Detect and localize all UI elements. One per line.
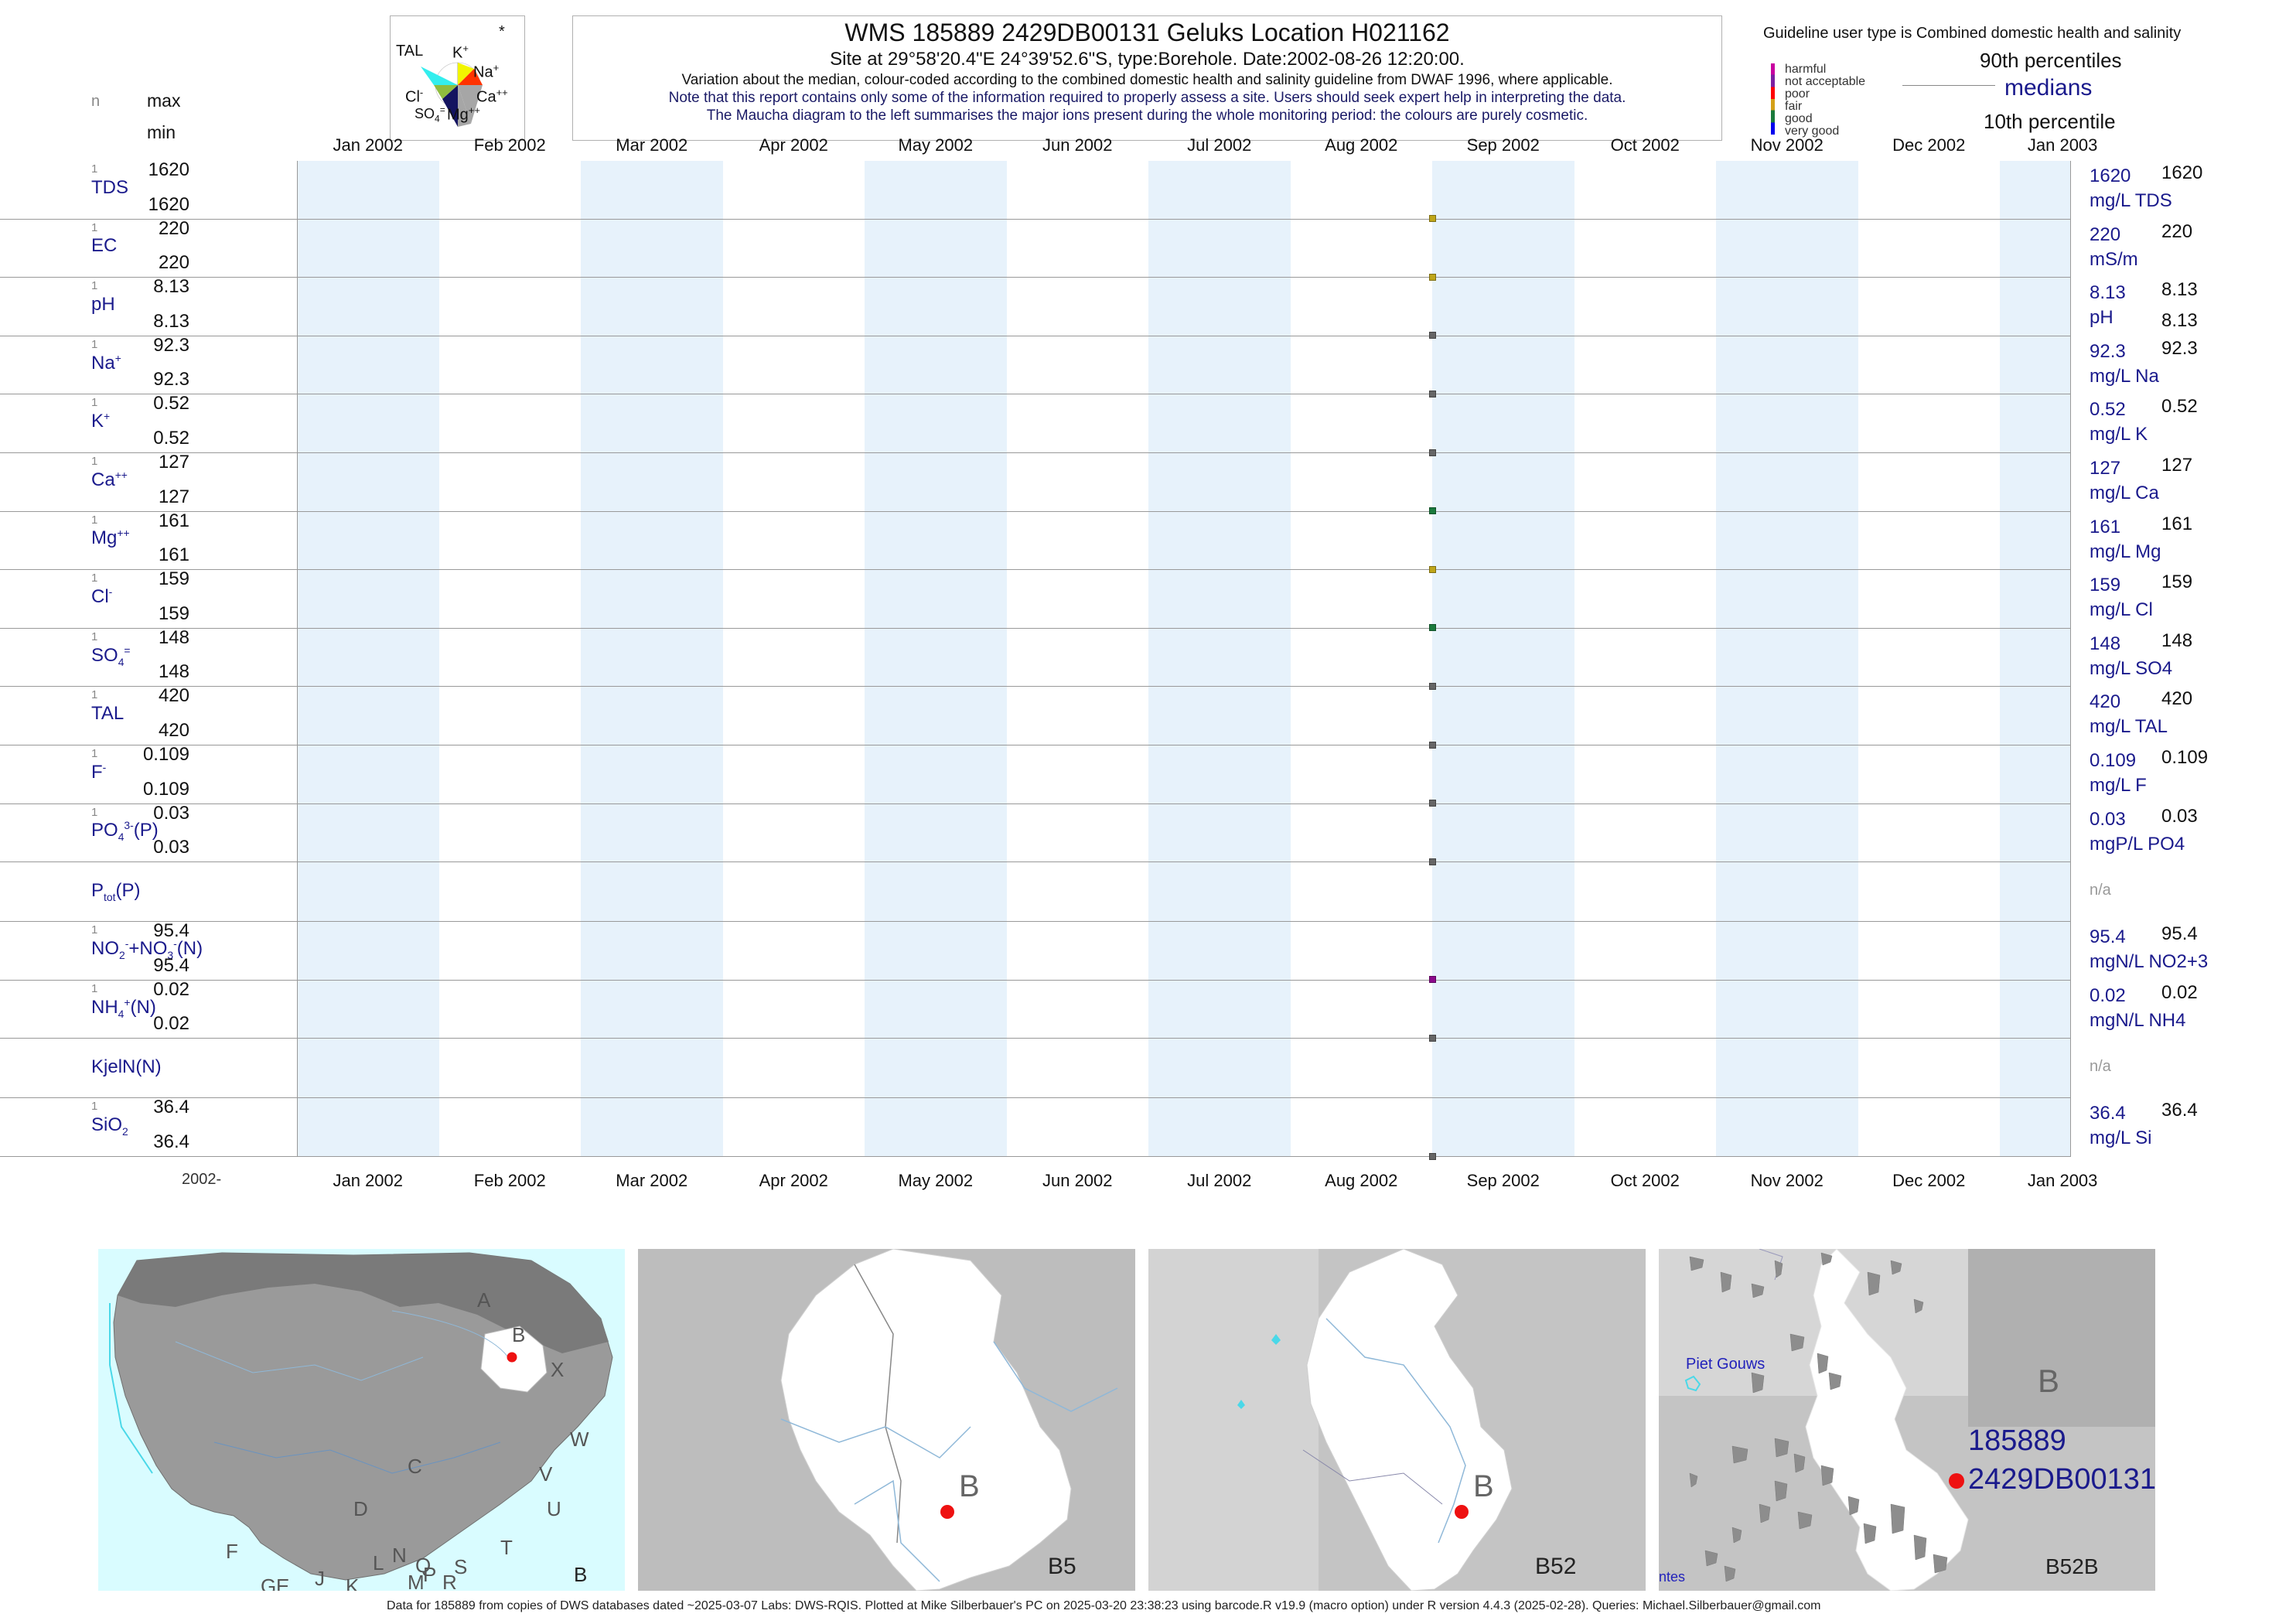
svg-text:B52: B52 (1535, 1554, 1576, 1579)
svg-text:185889: 185889 (1968, 1424, 2066, 1457)
svg-text:U: U (547, 1497, 561, 1520)
svg-text:2429DB00131: 2429DB00131 (1968, 1463, 2155, 1496)
svg-text:K: K (346, 1575, 360, 1591)
svg-text:C: C (408, 1455, 422, 1478)
svg-text:B: B (959, 1469, 980, 1503)
svg-text:V: V (539, 1462, 553, 1486)
svg-text:D: D (353, 1497, 368, 1520)
svg-text:M: M (408, 1571, 425, 1591)
svg-text:A: A (477, 1288, 491, 1312)
svg-text:T: T (500, 1536, 513, 1559)
svg-text:W: W (570, 1428, 589, 1451)
svg-text:H: H (272, 1586, 287, 1591)
svg-text:B: B (2038, 1363, 2059, 1399)
svg-text:L: L (373, 1551, 384, 1575)
svg-text:B5: B5 (1048, 1554, 1076, 1579)
svg-text:R: R (442, 1571, 457, 1591)
svg-text:B: B (574, 1563, 587, 1586)
svg-text:J: J (315, 1567, 325, 1590)
svg-text:X: X (551, 1358, 564, 1381)
svg-text:ntes: ntes (1659, 1569, 1685, 1585)
svg-text:F: F (226, 1540, 238, 1563)
svg-text:N: N (392, 1544, 407, 1567)
svg-text:B: B (512, 1323, 525, 1346)
svg-text:B52B: B52B (2045, 1554, 2099, 1578)
svg-text:B: B (1473, 1469, 1494, 1503)
svg-text:Piet Gouws: Piet Gouws (1686, 1356, 1765, 1373)
svg-text:P: P (423, 1563, 436, 1586)
